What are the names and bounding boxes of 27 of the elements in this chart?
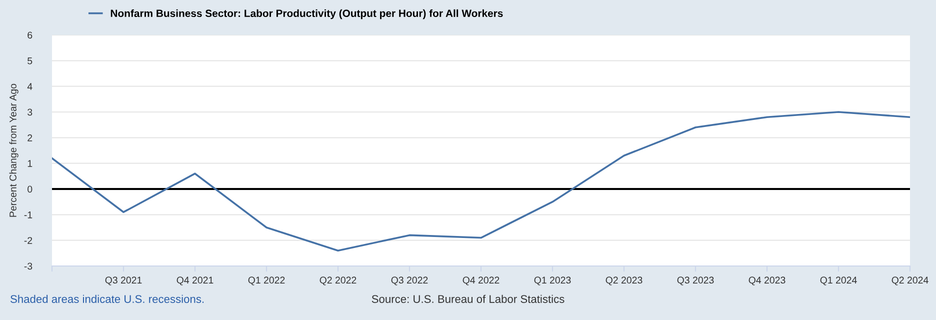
y-tick-label: 0 (28, 186, 32, 193)
x-tick-label: Q2 2023 (606, 276, 642, 286)
y-tick-label: 5 (28, 58, 32, 64)
y-tick-label: -1 (24, 212, 32, 218)
x-tick-label: Q4 2022 (462, 276, 500, 286)
x-tick-label: Q2 2022 (320, 276, 356, 286)
legend-label: Nonfarm Business Sector: Labor Productivity (Output per Hour) for All Workers (110, 9, 503, 20)
text: Shaded areas indicate U.S. recessions. (10, 294, 204, 303)
x-tick-label: Q2 2024 (892, 276, 928, 286)
x-tick-label: Q3 2022 (391, 276, 428, 286)
x-tick-label: Q1 2023 (534, 276, 571, 286)
x-tick-label: Q3 2021 (105, 276, 142, 286)
y-tick-label: 3 (28, 108, 32, 116)
y-axis-title: Percent Change from Year Ago (9, 84, 18, 217)
y-tick-label: 4 (27, 83, 32, 90)
x-tick-label: Q1 2024 (820, 276, 857, 286)
source-note: Source: U.S. Bureau of Labor Statistics (372, 294, 564, 303)
y-tick-label: -2 (24, 237, 32, 244)
y-tick-label: 2 (28, 134, 32, 142)
x-tick-label: Q4 2021 (176, 276, 214, 286)
line-series (52, 111, 910, 252)
x-tick-label: Q4 2023 (748, 276, 786, 286)
x-tick-label: Q1 2022 (248, 276, 285, 286)
y-tick-label: 6 (28, 32, 32, 39)
x-tick-label: Q3 2023 (677, 276, 714, 286)
y-tick-label: 1 (28, 160, 32, 167)
y-tick-label: -3 (24, 262, 32, 270)
